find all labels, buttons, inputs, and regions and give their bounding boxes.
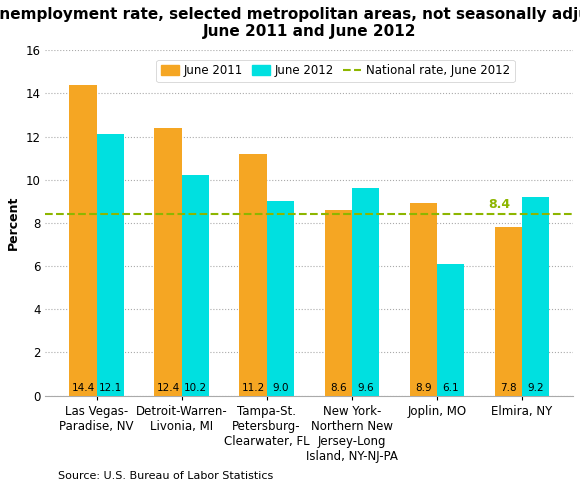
Bar — [240, 154, 267, 395]
Text: 10.2: 10.2 — [184, 383, 207, 393]
Bar — [182, 175, 209, 395]
Text: 8.9: 8.9 — [415, 383, 432, 393]
Title: Unemployment rate, selected metropolitan areas, not seasonally adjusted,
June 20: Unemployment rate, selected metropolitan… — [0, 7, 580, 39]
Text: 7.8: 7.8 — [500, 383, 517, 393]
Bar — [96, 135, 124, 395]
Bar — [409, 203, 437, 395]
Text: 14.4: 14.4 — [71, 383, 95, 393]
Bar — [267, 201, 294, 395]
Bar — [437, 264, 464, 395]
Bar — [351, 188, 379, 395]
Text: 12.4: 12.4 — [157, 383, 180, 393]
Y-axis label: Percent: Percent — [7, 196, 20, 250]
Text: 9.6: 9.6 — [357, 383, 374, 393]
Text: 8.6: 8.6 — [330, 383, 346, 393]
Text: 11.2: 11.2 — [241, 383, 264, 393]
Bar — [325, 210, 351, 395]
Bar — [154, 128, 182, 395]
Text: 12.1: 12.1 — [99, 383, 122, 393]
Text: 8.4: 8.4 — [488, 198, 510, 211]
Legend: June 2011, June 2012, National rate, June 2012: June 2011, June 2012, National rate, Jun… — [157, 60, 514, 82]
Text: 6.1: 6.1 — [442, 383, 459, 393]
Text: 9.2: 9.2 — [527, 383, 544, 393]
Bar — [522, 197, 549, 395]
Text: Source: U.S. Bureau of Labor Statistics: Source: U.S. Bureau of Labor Statistics — [58, 471, 273, 481]
Bar — [495, 227, 522, 395]
Text: 9.0: 9.0 — [272, 383, 288, 393]
Bar — [70, 85, 96, 395]
